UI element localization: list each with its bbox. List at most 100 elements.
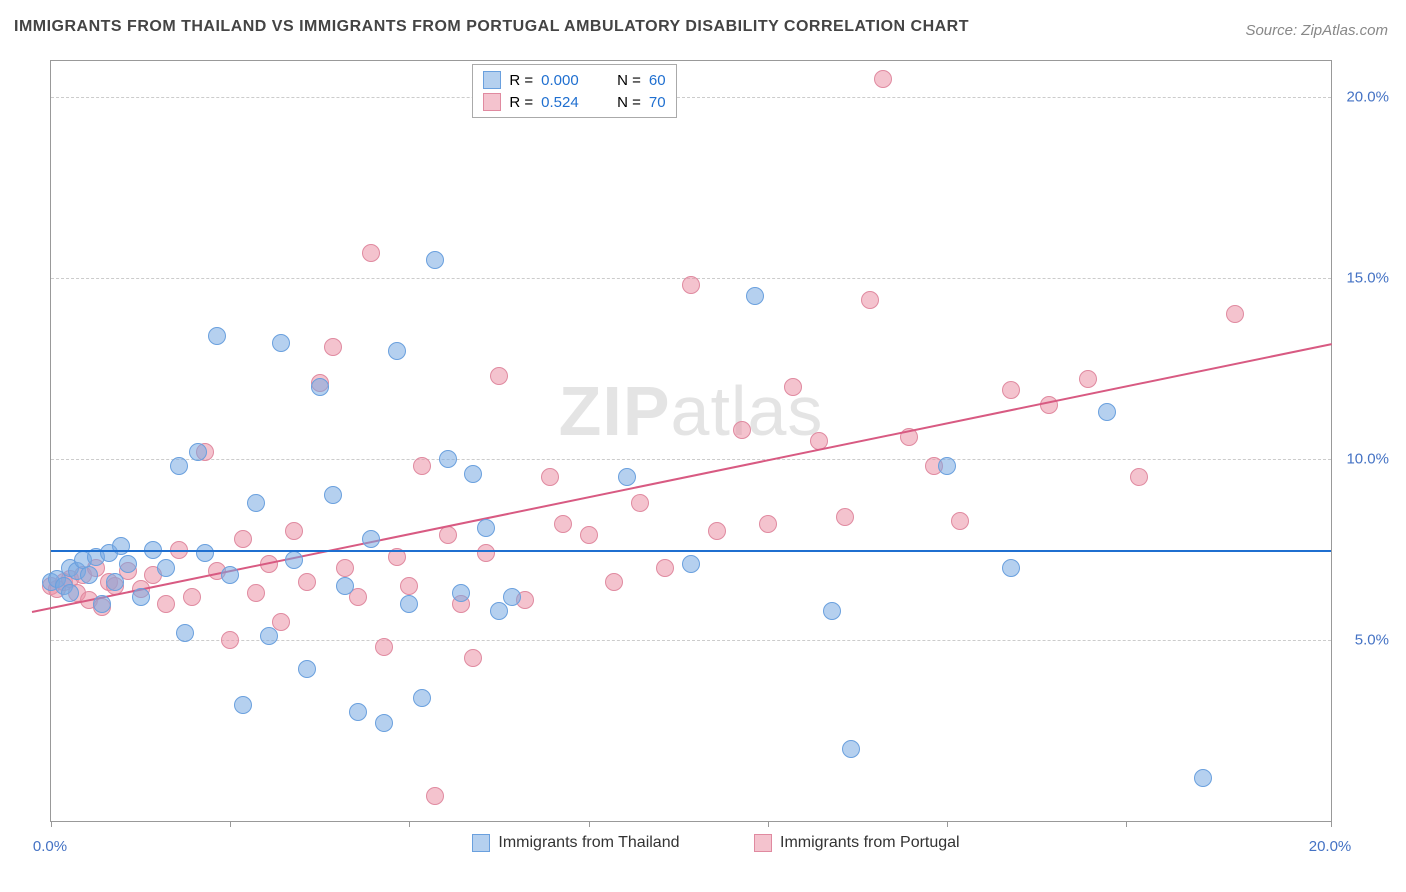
portugal-point [541, 468, 559, 486]
gridline [51, 97, 1331, 98]
legend-stats: R = 0.000 N = 60 R = 0.524 N = 70 [472, 64, 676, 118]
thailand-point [132, 588, 150, 606]
thailand-point [61, 584, 79, 602]
x-tick [1126, 821, 1127, 827]
legend-n-value: 70 [649, 94, 666, 111]
portugal-point [400, 577, 418, 595]
thailand-point [311, 378, 329, 396]
thailand-point [618, 468, 636, 486]
legend-series-label: Immigrants from Thailand [498, 834, 679, 852]
legend-n-value: 60 [649, 72, 666, 89]
legend-r-value: 0.000 [541, 72, 591, 89]
thailand-point [234, 696, 252, 714]
portugal-point [272, 613, 290, 631]
thailand-point [196, 544, 214, 562]
thailand-point [106, 573, 124, 591]
thailand-point [413, 689, 431, 707]
portugal-point [733, 421, 751, 439]
thailand-trendline [51, 550, 1331, 552]
thailand-point [176, 624, 194, 642]
thailand-point [119, 555, 137, 573]
thailand-point [208, 327, 226, 345]
thailand-point [682, 555, 700, 573]
thailand-point [349, 703, 367, 721]
thailand-point [80, 566, 98, 584]
portugal-point [439, 526, 457, 544]
portugal-point [682, 276, 700, 294]
thailand-point [746, 287, 764, 305]
portugal-point [298, 573, 316, 591]
thailand-point [823, 602, 841, 620]
y-tick-label: 5.0% [1355, 632, 1389, 649]
portugal-point [362, 244, 380, 262]
thailand-point [477, 519, 495, 537]
legend-series-1: Immigrants from Thailand [472, 834, 679, 852]
x-tick [409, 821, 410, 827]
portugal-point [157, 595, 175, 613]
legend-swatch [483, 93, 501, 111]
x-axis-label: 0.0% [33, 838, 67, 855]
thailand-point [464, 465, 482, 483]
portugal-point [234, 530, 252, 548]
plot-area: ZIPatlas 5.0%10.0%15.0%20.0% [50, 60, 1332, 822]
thailand-point [170, 457, 188, 475]
thailand-point [272, 334, 290, 352]
thailand-point [1194, 769, 1212, 787]
thailand-point [452, 584, 470, 602]
portugal-point [861, 291, 879, 309]
thailand-point [1098, 403, 1116, 421]
portugal-point [413, 457, 431, 475]
portugal-point [464, 649, 482, 667]
legend-stat-row: R = 0.524 N = 70 [483, 91, 665, 113]
thailand-point [247, 494, 265, 512]
thailand-point [260, 627, 278, 645]
legend-series-2: Immigrants from Portugal [754, 834, 960, 852]
portugal-point [247, 584, 265, 602]
thailand-point [400, 595, 418, 613]
x-tick [51, 821, 52, 827]
legend-r-label: R = [509, 94, 533, 111]
y-tick-label: 15.0% [1346, 270, 1389, 287]
portugal-point [656, 559, 674, 577]
x-tick [589, 821, 590, 827]
source-label: Source: ZipAtlas.com [1245, 22, 1388, 39]
portugal-point [580, 526, 598, 544]
x-tick [947, 821, 948, 827]
watermark-zip: ZIP [559, 372, 671, 450]
portugal-point [708, 522, 726, 540]
legend-n-label: N = [617, 94, 641, 111]
portugal-point [784, 378, 802, 396]
legend-stat-row: R =0.000N =60 [483, 69, 665, 91]
thailand-point [93, 595, 111, 613]
portugal-point [324, 338, 342, 356]
legend-swatch [754, 834, 772, 852]
thailand-point [189, 443, 207, 461]
portugal-point [874, 70, 892, 88]
x-tick [768, 821, 769, 827]
portugal-point [336, 559, 354, 577]
x-tick [230, 821, 231, 827]
thailand-point [842, 740, 860, 758]
legend-n-label: N = [617, 72, 641, 89]
thailand-point [375, 714, 393, 732]
portugal-point [631, 494, 649, 512]
chart-title: IMMIGRANTS FROM THAILAND VS IMMIGRANTS F… [14, 18, 969, 36]
portugal-point [1040, 396, 1058, 414]
legend-series-label: Immigrants from Portugal [780, 834, 960, 852]
portugal-point [605, 573, 623, 591]
thailand-point [112, 537, 130, 555]
portugal-point [836, 508, 854, 526]
portugal-point [951, 512, 969, 530]
portugal-point [490, 367, 508, 385]
thailand-point [362, 530, 380, 548]
portugal-point [375, 638, 393, 656]
portugal-point [477, 544, 495, 562]
watermark: ZIPatlas [559, 371, 824, 451]
thailand-point [1002, 559, 1020, 577]
legend-r-value: 0.524 [541, 94, 591, 111]
y-tick-label: 20.0% [1346, 89, 1389, 106]
thailand-point [285, 551, 303, 569]
x-axis-label: 20.0% [1309, 838, 1352, 855]
thailand-point [439, 450, 457, 468]
portugal-point [554, 515, 572, 533]
